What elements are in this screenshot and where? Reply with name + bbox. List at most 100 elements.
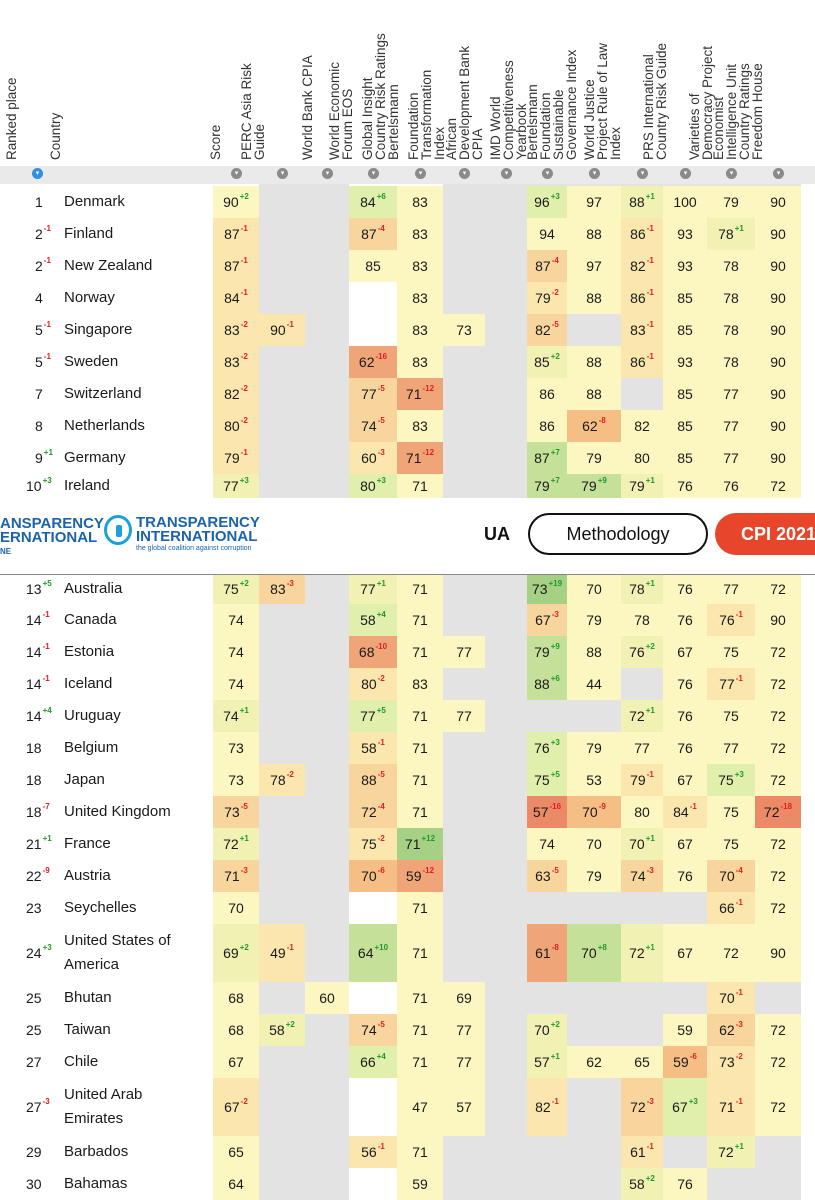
- score-value: 86: [539, 418, 555, 434]
- table-row[interactable]: 9 +1 Germany 79 -1 60 -3 71 -12 87 +7 79 80 85 77 90: [0, 442, 815, 474]
- sort-toggle-icon[interactable]: ▾: [32, 168, 43, 179]
- table-row[interactable]: 18 Japan 73 78 -2 88 -5 71 75 +5 53 79 -1 67 75 +3 72: [0, 764, 815, 796]
- score-change: -1: [735, 673, 743, 683]
- sort-toggle-icon[interactable]: ▾: [277, 168, 288, 179]
- sort-toggle-icon[interactable]: ▾: [231, 168, 242, 179]
- score-cell-eiu: 72: [755, 828, 801, 860]
- methodology-button[interactable]: Methodology: [528, 513, 708, 555]
- table-row[interactable]: 14 +4 Uruguay 74 +1 77 +5 71 77 72 +1 76 75 72: [0, 700, 815, 732]
- sort-toggle-icon[interactable]: ▾: [368, 168, 379, 179]
- rank-cell: 27: [26, 1046, 42, 1078]
- table-row[interactable]: 22 -9 Austria 71 -3 70 -6 59 -12 63 -5 79 74 -3 76 70 -4…: [0, 860, 815, 892]
- score-change: +1: [645, 191, 655, 201]
- score-cell-prs: 85: [663, 378, 707, 410]
- score-value: 74: [223, 708, 239, 724]
- rank-value: 23: [26, 900, 42, 916]
- country-name: United States of America: [64, 932, 171, 973]
- sort-toggle-icon[interactable]: ▾: [501, 168, 512, 179]
- table-row[interactable]: 14 -1 Canada 74 58 +4 71 67 -3 79 78 76 76 -1 90: [0, 604, 815, 636]
- table-row[interactable]: 25 Taiwan 68 58 +2 74 -5 71 77 70 +2 59 62 -3 72: [0, 1014, 815, 1046]
- score-change: -2: [240, 1096, 248, 1106]
- score-cell-wjp: 76 +2: [621, 636, 663, 668]
- table-row[interactable]: 14 -1 Iceland 74 80 -2 83 88 +6 44 76 77 -1 72: [0, 668, 815, 700]
- table-row[interactable]: 18 -7 United Kingdom 73 -5 72 -4 71 57 -16 70 -9 80 8…: [0, 796, 815, 828]
- table-row[interactable]: 29 Barbados 65 56 -1 71 61 -1 72 +1: [0, 1136, 815, 1168]
- table-row[interactable]: 14 -1 Estonia 74 68 -10 71 77 79 +9 88 76 +2 67 75 72: [0, 636, 815, 668]
- sort-toggle-icon[interactable]: ▾: [589, 168, 600, 179]
- table-row[interactable]: 8 Netherlands 80 -2 74 -5 83 86 62 -8 82 85 77 90: [0, 410, 815, 442]
- table-row[interactable]: 24 +3 United States of America 69 +2 49 -1 64 +1…: [0, 924, 815, 982]
- score-cell-gi: 47: [397, 1078, 443, 1136]
- country-name: Belgium: [64, 739, 119, 756]
- rank-change: -1: [43, 319, 51, 329]
- sort-toggle-icon[interactable]: ▾: [726, 168, 737, 179]
- rank-change: -3: [42, 1096, 50, 1106]
- score-value: 93: [677, 226, 693, 242]
- sort-toggle-icon[interactable]: ▾: [459, 168, 470, 179]
- score-value: 74: [228, 676, 244, 692]
- score-value: 83: [412, 258, 428, 274]
- table-row[interactable]: 30 Bahamas 64 59 58 +2 76: [0, 1168, 815, 1200]
- score-cell-score: 73: [213, 764, 259, 796]
- score-value: 77: [360, 581, 376, 597]
- table-row[interactable]: 5 -1 Sweden 83 -2 62 -16 83 85 +2 88 86 -1 93 78 90: [0, 346, 815, 378]
- score-cell-vdem: 71 -1: [707, 1078, 755, 1136]
- score-cell-imd: 75 +5: [527, 764, 567, 796]
- table-row[interactable]: 21 +1 France 72 +1 75 -2 71 +12 74 70 70 +1 67 75 72: [0, 828, 815, 860]
- table-row[interactable]: 18 Belgium 73 58 -1 71 76 +3 79 77 76 77 72: [0, 732, 815, 764]
- table-row[interactable]: 25 Bhutan 68 60 71 69 70 -1: [0, 982, 815, 1014]
- table-row[interactable]: 23 Seychelles 70 71 66 -1 72: [0, 892, 815, 924]
- table-row[interactable]: 1 Denmark 90 +2 84 +6 83 96 +3 97 88 +1 100 79 90: [0, 186, 815, 218]
- score-value: 83: [412, 354, 428, 370]
- score-value: 82: [634, 418, 650, 434]
- cpi-2021-button[interactable]: CPI 2021: [715, 513, 815, 555]
- table-row[interactable]: 13 +5 Australia 75 +2 83 -3 77 +1 71 73 +19 70 78 +1 76…: [0, 574, 815, 604]
- score-value: 84: [673, 804, 689, 820]
- score-cell-wef: 66 +4: [349, 1046, 397, 1078]
- column-header-label: PERC Asia Risk Guide: [239, 63, 267, 160]
- score-value: 79: [586, 868, 602, 884]
- score-value: 90: [770, 945, 786, 961]
- score-change: -18: [780, 801, 793, 811]
- sort-toggle-icon[interactable]: ▾: [415, 168, 426, 179]
- score-value: 85: [677, 290, 693, 306]
- sort-toggle-icon[interactable]: ▾: [637, 168, 648, 179]
- table-row[interactable]: 27 -3 United Arab Emirates 67 -2 47 57 82 -1 72 -3…: [0, 1078, 815, 1136]
- score-value: 72: [629, 708, 645, 724]
- score-value: 87: [224, 258, 240, 274]
- table-row[interactable]: 4 Norway 84 -1 83 79 -2 88 86 -1 85 78 90: [0, 282, 815, 314]
- language-switch-ua[interactable]: UA: [484, 524, 510, 544]
- score-cell-vdem: 75: [707, 636, 755, 668]
- table-row[interactable]: 2 -1 Finland 87 -1 87 -4 83 94 88 86 -1 93 78 +1 90: [0, 218, 815, 250]
- table-row[interactable]: 10 +3 Ireland 77 +3 80 +3 71 79 +7 79 +9 79 +1 76 76 72: [0, 474, 815, 498]
- rank-cell: 14 -1: [26, 636, 50, 668]
- table-row[interactable]: 2 -1 New Zealand 87 -1 85 83 87 -4 97 82 -1 93 78 90: [0, 250, 815, 282]
- sort-toggle-icon[interactable]: ▾: [322, 168, 333, 179]
- score-value: 72: [770, 708, 786, 724]
- score-cell-prs: 76: [663, 700, 707, 732]
- sort-toggle-icon[interactable]: ▾: [680, 168, 691, 179]
- score-change: -1: [646, 255, 654, 265]
- rank-change: -1: [42, 673, 50, 683]
- score-value: 76: [677, 868, 693, 884]
- score-cell-wef: 56 -1: [349, 1136, 397, 1168]
- score-cell-wjp: 79 -1: [621, 764, 663, 796]
- score-cell-bsg: 79: [567, 860, 621, 892]
- table-row[interactable]: 5 -1 Singapore 83 -2 90 -1 83 73 82 -5 83 -1 85 78 90: [0, 314, 815, 346]
- table-row[interactable]: 27 Chile 67 66 +4 71 77 57 +1 62 65 59 -6 73 -2 72: [0, 1046, 815, 1078]
- transparency-logo-left[interactable]: ANSPARENCY ERNATIONAL NE: [0, 516, 104, 559]
- score-cell-vdem: 77: [707, 442, 755, 474]
- score-value: 67: [677, 945, 693, 961]
- table-row[interactable]: 7 Switzerland 82 -2 77 -5 71 -12 86 88 85 77 90: [0, 378, 815, 410]
- score-change: +8: [597, 942, 607, 952]
- column-header-perc[interactable]: PERC Asia Risk Guide: [239, 0, 304, 162]
- score-change: +3: [550, 737, 560, 747]
- rank-value: 10: [26, 478, 42, 494]
- sort-toggle-icon[interactable]: ▾: [542, 168, 553, 179]
- rank-value: 1: [35, 194, 43, 210]
- column-header-eiu[interactable]: Economist Intelligence Unit Country Rati…: [711, 0, 802, 162]
- sort-toggle-icon[interactable]: ▾: [773, 168, 784, 179]
- column-header-country[interactable]: Country: [48, 0, 100, 162]
- score-value: 57: [456, 1099, 472, 1115]
- country-name: Ireland: [64, 477, 110, 494]
